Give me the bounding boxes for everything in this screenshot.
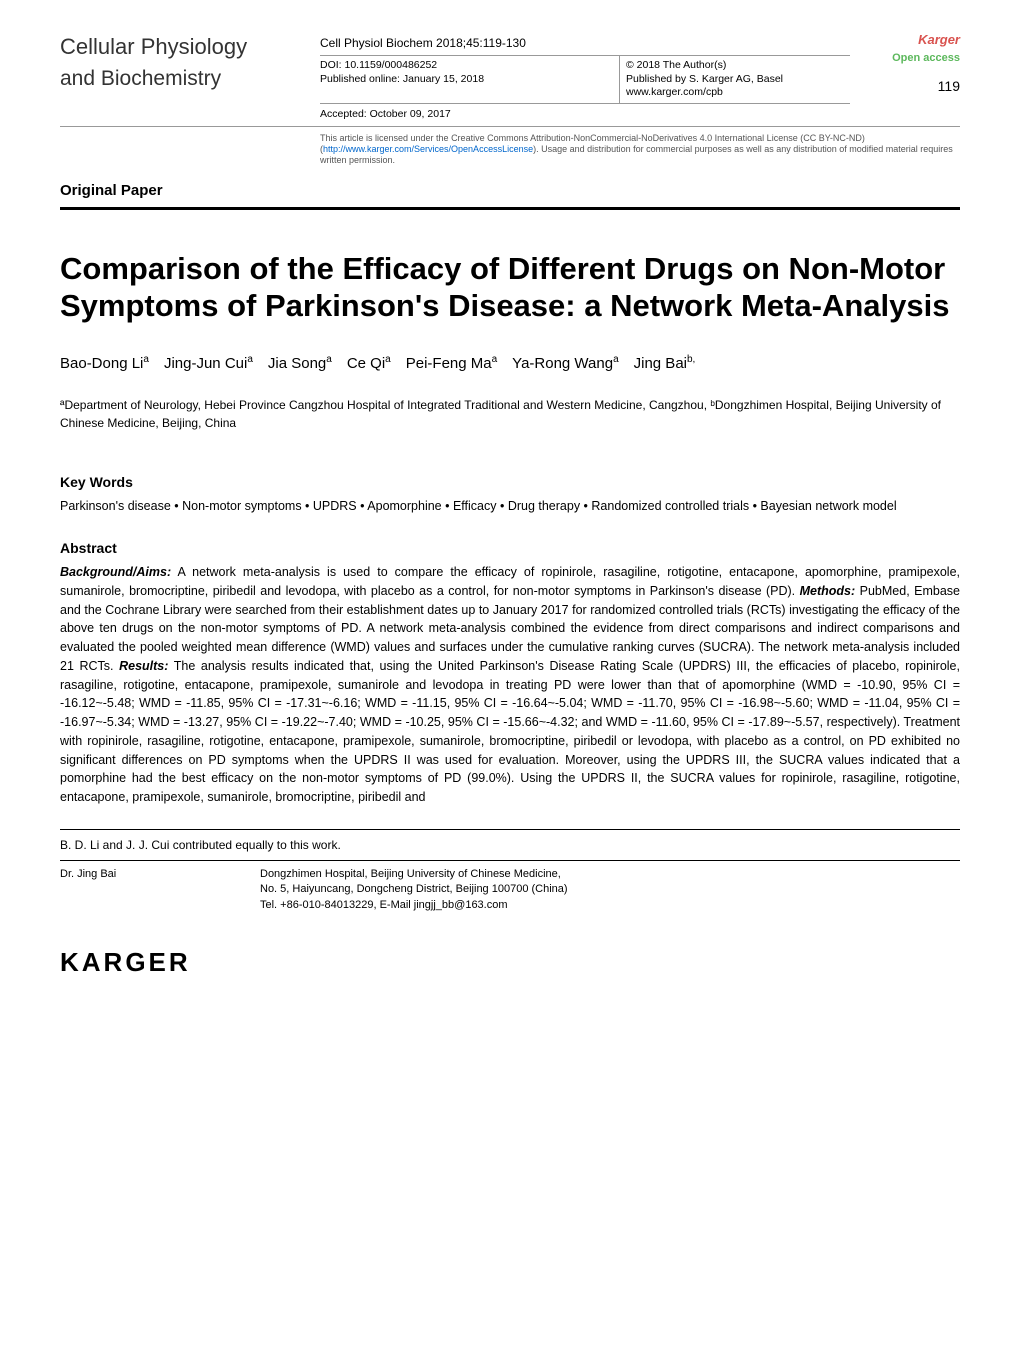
copyright-line2: Published by S. Karger AG, Basel — [626, 73, 844, 87]
copyright-line3: www.karger.com/cpb — [626, 86, 844, 100]
keywords-text: Parkinson's disease • Non-motor symptoms… — [60, 497, 960, 516]
keywords-heading: Key Words — [60, 472, 960, 493]
accepted-date: Accepted: October 09, 2017 — [320, 104, 850, 126]
doi: DOI: 10.1159/000486252 — [320, 59, 619, 73]
license-text: This article is licensed under the Creat… — [320, 133, 960, 167]
karger-badge: Karger — [850, 30, 960, 50]
meta-block: Cell Physiol Biochem 2018;45:119-130 DOI… — [320, 30, 850, 126]
journal-name-block: Cellular Physiology and Biochemistry — [60, 30, 320, 103]
open-access-badge: Open access — [850, 50, 960, 67]
correspondence-details: Dongzhimen Hospital, Beijing University … — [260, 867, 960, 913]
journal-line1: Cellular Physiology — [60, 30, 320, 63]
abstract-heading: Abstract — [60, 538, 960, 559]
page-number: 119 — [850, 76, 960, 97]
copyright-line1: © 2018 The Author(s) — [626, 59, 844, 73]
correspondence-line1: Dongzhimen Hospital, Beijing University … — [260, 867, 960, 882]
correspondence-block: Dr. Jing Bai Dongzhimen Hospital, Beijin… — [60, 860, 960, 913]
correspondence-line2: No. 5, Haiyuncang, Dongcheng District, B… — [260, 882, 960, 897]
background-label: Background/Aims: — [60, 565, 171, 579]
correspondence-author: Dr. Jing Bai — [60, 867, 260, 913]
paper-type-label: Original Paper — [60, 180, 960, 210]
abstract-body: Background/Aims: A network meta-analysis… — [60, 563, 960, 807]
correspondence-line3: Tel. +86-010-84013229, E-Mail jingjj_bb@… — [260, 898, 960, 913]
journal-line2: and Biochemistry — [60, 63, 320, 95]
article-title: Comparison of the Efficacy of Different … — [60, 250, 960, 324]
meta-mid-row: DOI: 10.1159/000486252 Published online:… — [320, 56, 850, 104]
results-label: Results: — [119, 659, 168, 673]
methods-label: Methods: — [800, 584, 856, 598]
equal-contribution-note: B. D. Li and J. J. Cui contributed equal… — [60, 829, 960, 854]
results-text: The analysis results indicated that, usi… — [60, 659, 960, 804]
header-row: Cellular Physiology and Biochemistry Cel… — [60, 30, 960, 127]
affiliations: ªDepartment of Neurology, Hebei Province… — [60, 396, 960, 432]
badge-column: Karger Open access 119 — [850, 30, 960, 97]
license-link[interactable]: http://www.karger.com/Services/OpenAcces… — [323, 144, 533, 154]
citation: Cell Physiol Biochem 2018;45:119-130 — [320, 30, 850, 56]
publisher-logo: KARGER — [60, 943, 960, 982]
authors-list: Bao-Dong Lia Jing-Jun Cuia Jia Songa Ce … — [60, 352, 960, 376]
published-online: Published online: January 15, 2018 — [320, 73, 619, 87]
doi-published-block: DOI: 10.1159/000486252 Published online:… — [320, 56, 620, 103]
copyright-block: © 2018 The Author(s) Published by S. Kar… — [620, 56, 850, 103]
